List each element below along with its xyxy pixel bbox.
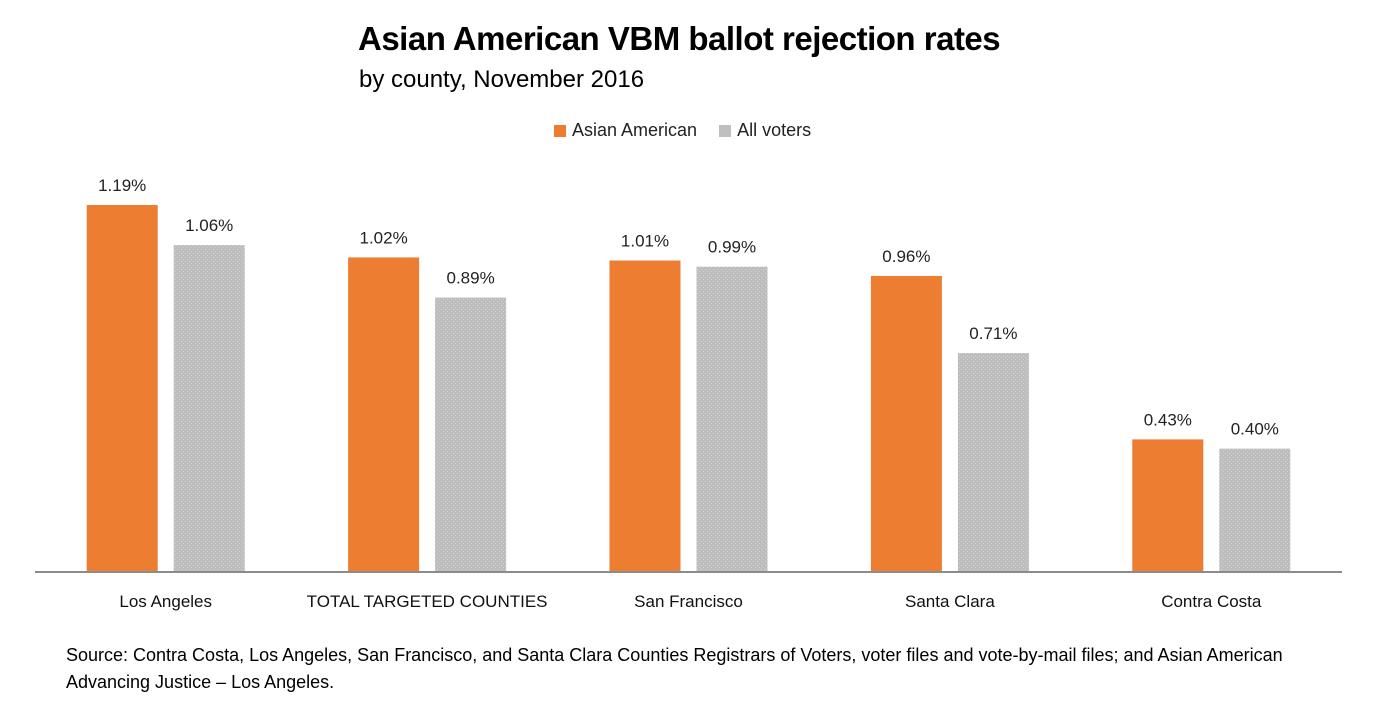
- bars-layer: [86, 205, 1291, 572]
- data-labels-layer: 1.19% 1.06% 1.02% 0.89% 1.01% 0.99% 0.96% 0.71%…: [98, 176, 1279, 439]
- bar-asian-american-contra-costa: [1132, 439, 1204, 572]
- bar-asian-american-santa-clara: [870, 275, 942, 572]
- bar-all-voters-santa-clara: [957, 353, 1029, 572]
- category-label-los-angeles: Los Angeles: [119, 592, 212, 611]
- legend-item-all-voters: All voters: [719, 120, 811, 141]
- bar-all-voters-san-francisco: [696, 266, 768, 572]
- data-label-all-voters-los-angeles: 1.06%: [185, 216, 233, 235]
- bar-all-voters-total-targeted-counties: [435, 297, 507, 572]
- legend: Asian American All voters: [554, 120, 833, 141]
- category-label-contra-costa: Contra Costa: [1161, 592, 1262, 611]
- bar-asian-american-los-angeles: [86, 205, 158, 572]
- category-label-san-francisco: San Francisco: [634, 592, 743, 611]
- legend-swatch-all-voters: [719, 124, 732, 137]
- bar-asian-american-san-francisco: [609, 260, 681, 572]
- chart-subtitle: by county, November 2016: [359, 66, 645, 93]
- data-label-all-voters-total-targeted-counties: 0.89%: [446, 269, 494, 288]
- legend-swatch-asian-american: [554, 124, 566, 137]
- data-label-asian-american-total-targeted-counties: 1.02%: [359, 228, 407, 247]
- data-label-asian-american-santa-clara: 0.96%: [882, 247, 930, 266]
- legend-item-asian-american: Asian American: [554, 120, 697, 141]
- bar-all-voters-los-angeles: [173, 245, 245, 572]
- data-label-asian-american-contra-costa: 0.43%: [1144, 410, 1192, 429]
- data-label-asian-american-san-francisco: 1.01%: [621, 232, 669, 251]
- data-label-all-voters-san-francisco: 0.99%: [708, 238, 756, 257]
- data-label-all-voters-santa-clara: 0.71%: [969, 324, 1017, 343]
- data-label-asian-american-los-angeles: 1.19%: [98, 176, 146, 195]
- category-labels-layer: Los Angeles TOTAL TARGETED COUNTIES San Fr…: [119, 592, 1262, 611]
- bar-asian-american-total-targeted-counties: [348, 257, 420, 572]
- legend-label-asian-american: Asian American: [572, 120, 698, 140]
- source-note: Source: Contra Costa, Los Angeles, San F…: [66, 645, 1283, 692]
- data-label-all-voters-contra-costa: 0.40%: [1231, 420, 1279, 439]
- bar-all-voters-contra-costa: [1219, 448, 1291, 572]
- chart-title: Asian American VBM ballot rejection rate…: [358, 20, 1001, 57]
- category-label-santa-clara: Santa Clara: [905, 592, 995, 611]
- category-label-total-targeted-counties: TOTAL TARGETED COUNTIES: [307, 592, 548, 611]
- legend-label-all-voters: All voters: [737, 120, 812, 140]
